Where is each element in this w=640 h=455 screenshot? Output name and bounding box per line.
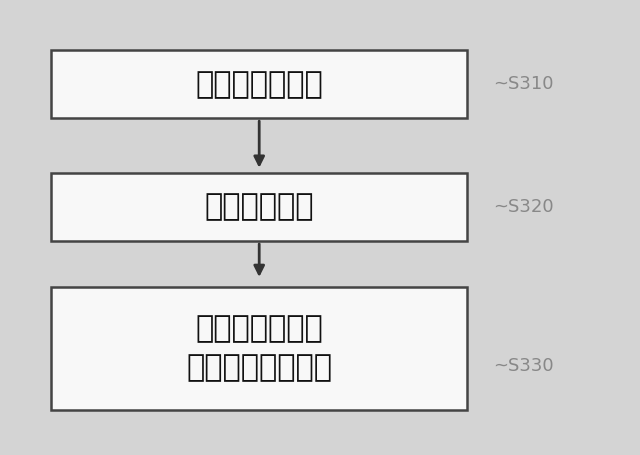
Text: ~S320: ~S320 — [493, 198, 554, 216]
Text: ~S310: ~S310 — [493, 75, 554, 93]
Text: ~S330: ~S330 — [493, 357, 554, 375]
Text: 形成热电材料: 形成热电材料 — [204, 192, 314, 222]
FancyBboxPatch shape — [51, 287, 467, 410]
FancyBboxPatch shape — [51, 173, 467, 241]
Text: 设置网格型基板: 设置网格型基板 — [195, 70, 323, 99]
FancyBboxPatch shape — [51, 50, 467, 118]
Text: 形成第一电极和
第二电极并且填充: 形成第一电极和 第二电极并且填充 — [186, 314, 332, 382]
